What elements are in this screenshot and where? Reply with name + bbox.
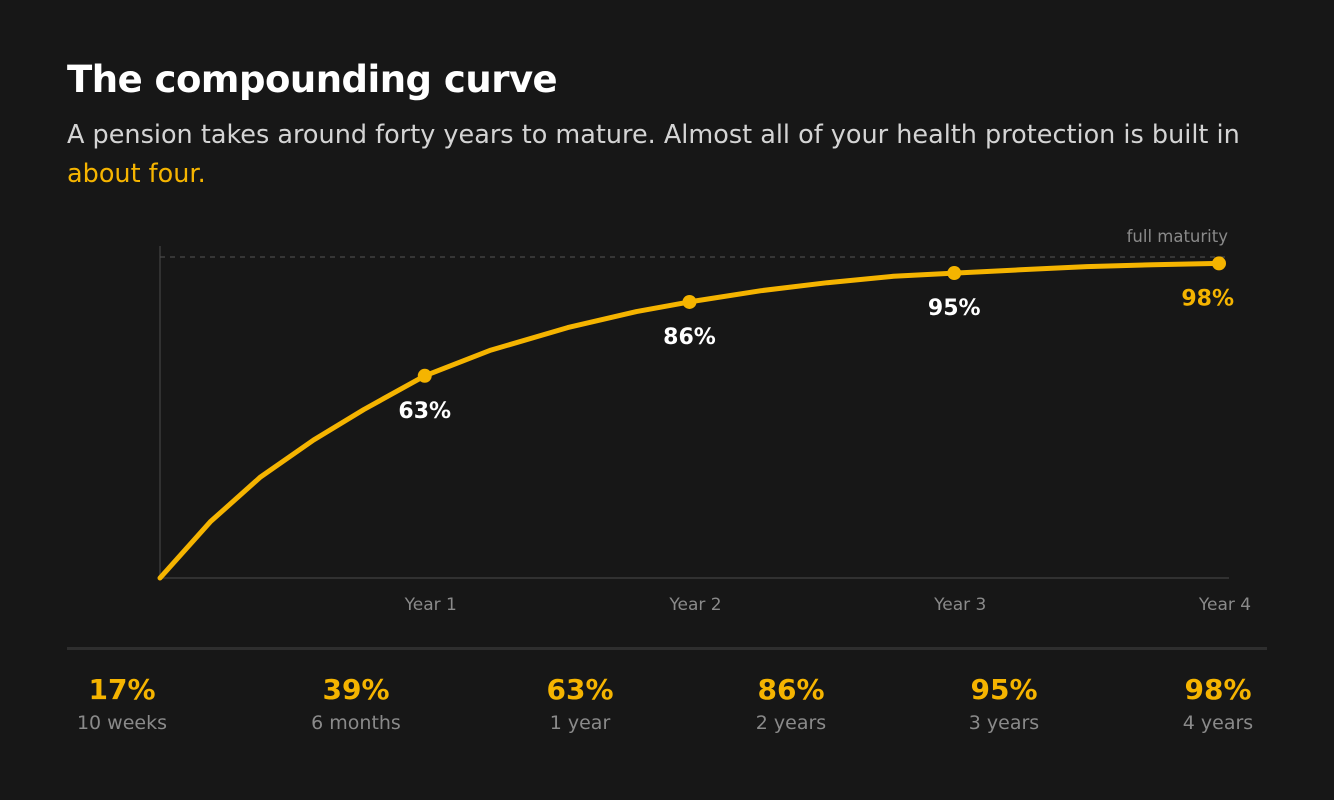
data-label-4: 98% xyxy=(1181,286,1234,311)
stat-label: 6 months xyxy=(311,712,401,734)
stat-item: 39% 6 months xyxy=(256,670,456,736)
compounding-curve-chart: full maturity 63% 86% 95% 98% Year 1 Year 2 Y… xyxy=(157,227,1251,615)
stat-item: 17% 10 weeks xyxy=(22,670,222,736)
stats-row: 17% 10 weeks 39% 6 months 63% 1 year 86% 2 year… xyxy=(0,670,1334,750)
x-tick-label-2: Year 2 xyxy=(668,595,721,615)
stat-value: 98% xyxy=(1184,673,1252,706)
subtitle-lead: A pension takes around forty years to ma… xyxy=(67,120,1240,150)
stat-item: 63% 1 year xyxy=(480,670,680,736)
data-label-1: 63% xyxy=(398,399,451,424)
data-label-2: 86% xyxy=(663,325,716,350)
data-label-3: 95% xyxy=(928,296,981,321)
chart-subtitle: A pension takes around forty years to ma… xyxy=(67,116,1267,194)
stat-label: 4 years xyxy=(1182,712,1254,734)
x-tick-label-3: Year 3 xyxy=(933,595,986,615)
stat-item: 86% 2 years xyxy=(691,670,891,736)
stat-value: 63% xyxy=(546,673,614,706)
stat-value: 95% xyxy=(970,673,1038,706)
data-point-3 xyxy=(947,266,962,281)
chart-title: The compounding curve xyxy=(67,58,558,101)
stat-value: 17% xyxy=(88,673,156,706)
stat-value: 86% xyxy=(757,673,825,706)
stat-label: 10 weeks xyxy=(76,712,168,734)
stats-divider xyxy=(67,647,1267,650)
full-maturity-label: full maturity xyxy=(1127,227,1229,246)
data-point-1 xyxy=(417,368,432,383)
stat-value: 39% xyxy=(322,673,390,706)
stat-label: 1 year xyxy=(549,712,611,734)
stat-label: 2 years xyxy=(755,712,827,734)
stat-item: 98% 4 years xyxy=(1118,670,1318,736)
data-point-4 xyxy=(1212,256,1226,271)
data-point-2 xyxy=(682,294,697,309)
subtitle-highlight: about four. xyxy=(67,159,206,189)
stat-label: 3 years xyxy=(968,712,1040,734)
stat-item: 95% 3 years xyxy=(904,670,1104,736)
series-line-0 xyxy=(157,260,1222,581)
x-tick-label-1: Year 1 xyxy=(404,595,457,615)
x-tick-label-4: Year 4 xyxy=(1198,595,1251,615)
